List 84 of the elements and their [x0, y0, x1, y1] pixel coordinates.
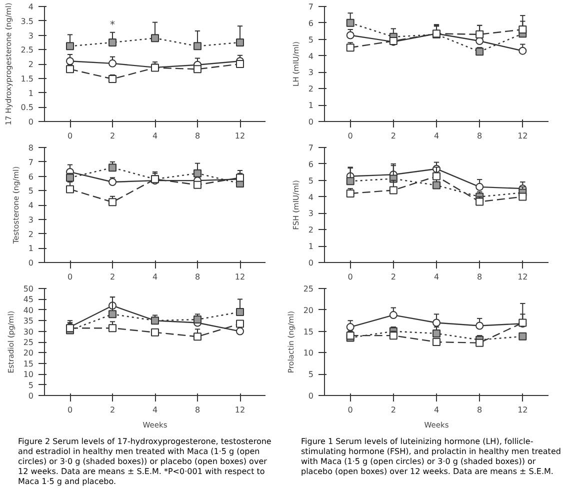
x-tick-label: 4	[434, 272, 440, 282]
x-tick-label: 12	[518, 132, 528, 140]
caption: Figure 1 Serum levels of luteinizing hormone (LH), follicle-stimulating hormone (FSH), and prolactin in healthy men treated with Maca (1·5 g (open circles) or 3·0 g (shaded boxes)) or placebo (open boxes) over 12 weeks. Data are means ± S.E.M.	[301, 437, 561, 477]
x-tick-label: 2	[390, 406, 396, 414]
y-tick-label: 2	[308, 84, 314, 94]
y-tick-label: 8	[28, 144, 34, 152]
y-tick-label: 2	[28, 60, 34, 69]
y-tick-label: 0	[28, 118, 34, 126]
x-tick-label: 0	[67, 406, 73, 414]
y-tick-label: 40	[23, 306, 34, 315]
y-tick-label: 0	[308, 118, 314, 126]
x-tick-label: 8	[194, 272, 200, 282]
y-tick-label: 4	[308, 192, 314, 202]
y-tick-label: 5	[308, 370, 314, 380]
x-tick-label: 2	[390, 272, 396, 282]
y-tick-label: 15	[303, 327, 314, 336]
x-tick-label: 12	[518, 272, 528, 282]
y-tick-label: 15	[23, 359, 34, 368]
y-tick-label: 1	[28, 88, 34, 98]
y-tick-label: 6	[308, 160, 314, 169]
y-tick-label: 6	[28, 172, 34, 182]
x-tick-label: 2	[110, 132, 116, 140]
y-tick-label: 5	[308, 35, 314, 44]
y-tick-label: 10	[303, 348, 314, 358]
y-tick-label: 4	[28, 2, 34, 12]
y-tick-label: 50	[23, 284, 34, 294]
x-tick-label: 8	[477, 272, 482, 282]
y-tick-label: 30	[23, 327, 34, 336]
x-tick-label: 0	[348, 272, 353, 282]
y-tick-label: 0	[28, 392, 34, 400]
y-tick-label: 0	[28, 258, 34, 268]
x-tick-label: 0	[348, 132, 353, 140]
y-tick-label: 7	[28, 158, 34, 167]
x-tick-label: 12	[234, 406, 246, 414]
y-tick-label: 45	[23, 295, 34, 304]
x-tick-label: 12	[518, 406, 528, 414]
y-tick-label: 10	[23, 370, 34, 380]
y-tick-label: 2	[28, 230, 34, 239]
y-tick-label: 3.5	[20, 16, 34, 26]
y-tick-label: 4	[308, 52, 314, 61]
y-tick-label: 2.5	[20, 46, 34, 55]
y-tick-label: 20	[23, 348, 34, 358]
y-tick-label: 2	[308, 226, 314, 235]
y-tick-label: 6	[308, 18, 314, 28]
y-tick-label: 0.5	[20, 103, 34, 112]
x-tick-label: 4	[152, 272, 158, 282]
y-tick-label: 25	[303, 284, 314, 294]
x-tick-label: 2	[110, 406, 116, 414]
y-tick-label: 3	[308, 209, 314, 218]
annotation: *	[110, 20, 115, 31]
y-tick-label: 3	[28, 215, 34, 224]
y-tick-label: 20	[303, 306, 314, 315]
y-tick-label: 4	[28, 201, 34, 210]
y-tick-label: 5	[28, 186, 34, 196]
y-tick-label: 7	[308, 2, 314, 12]
caption: Figure 2 Serum levels of 17-hydroxyprogesterone, testosterone and estradiol in healthy men treated with Maca (1·5 g (open circles) or 3·0 g (shaded boxes)) or placebo (open boxes) over 12 weeks. Data are means ± S.E.M. *P<0·001 with respect to Maca 1·5 g and placebo.	[18, 437, 272, 487]
y-tick-label: 25	[23, 338, 34, 347]
x-tick-label: 2	[390, 132, 396, 140]
y-tick-label: 1	[28, 244, 34, 254]
x-tick-label: 8	[477, 132, 482, 140]
y-tick-label: 0	[308, 392, 314, 400]
x-tick-label: 0	[67, 272, 73, 282]
y-tick-label: 5	[308, 176, 314, 186]
x-tick-label: 8	[194, 406, 200, 414]
x-tick-label: 12	[234, 132, 246, 140]
x-tick-label: 4	[152, 406, 158, 414]
y-tick-label: 1	[308, 242, 314, 252]
y-tick-label: 0	[308, 258, 314, 268]
x-tick-label: 8	[194, 132, 200, 140]
y-tick-label: 1.5	[20, 74, 34, 84]
x-tick-label: 4	[434, 406, 440, 414]
y-tick-label: 3	[308, 68, 314, 78]
y-tick-label: 3	[28, 31, 34, 40]
y-tick-label: 1	[308, 101, 314, 110]
x-tick-label: 0	[348, 406, 353, 414]
x-tick-label: 12	[234, 272, 246, 282]
x-tick-label: 0	[67, 132, 73, 140]
x-tick-label: 2	[110, 272, 116, 282]
y-tick-label: 5	[28, 380, 34, 390]
y-tick-label: 7	[308, 144, 314, 152]
y-tick-label: 35	[23, 316, 34, 326]
x-tick-label: 8	[477, 406, 482, 414]
x-tick-label: 4	[434, 132, 440, 140]
x-tick-label: 4	[152, 132, 158, 140]
